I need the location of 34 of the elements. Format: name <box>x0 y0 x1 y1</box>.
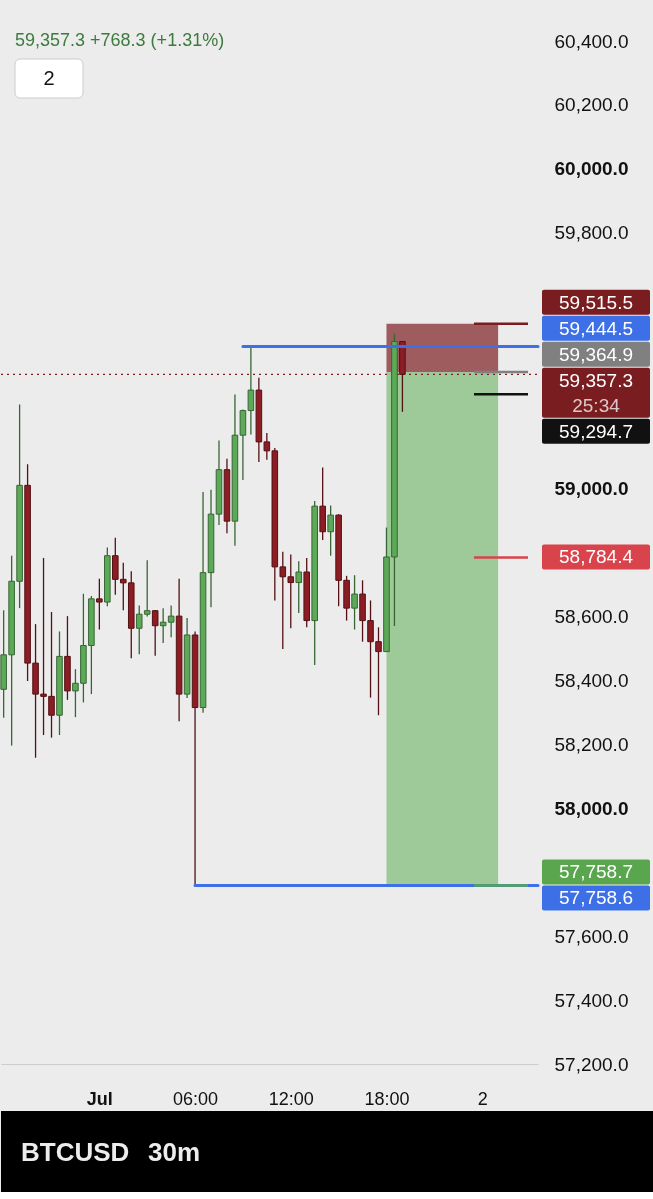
y-tick-label: 57,400.0 <box>554 989 629 1011</box>
annotation: 2 <box>43 67 55 89</box>
y-tick-label: 57,200.0 <box>554 1053 629 1075</box>
ref-line-label: 59,364.9 <box>559 343 633 365</box>
x-tick-label: 06:00 <box>173 1088 219 1109</box>
y-tick-label: 58,000.0 <box>554 797 629 819</box>
y-tick-label: 58,200.0 <box>554 733 629 755</box>
candlestick <box>295 560 303 614</box>
x-tick-label: 12:00 <box>268 1088 314 1109</box>
text: 30m <box>148 1137 201 1167</box>
y-tick-label: 60,200.0 <box>554 94 629 116</box>
y-tick-label: 59,800.0 <box>554 222 629 244</box>
ref-line-label: 58,784.4 <box>559 546 634 568</box>
data-label: 57,758.6 <box>559 887 633 909</box>
chart-subtitle: 59,357.3 +768.3 (+1.31%) <box>15 30 225 50</box>
candlestick <box>96 578 103 631</box>
x-tick-label: Jul <box>86 1088 113 1109</box>
y-tick-label: 58,600.0 <box>554 605 629 627</box>
text: BTCUSD <box>21 1137 130 1167</box>
candlestick <box>327 504 334 557</box>
y-tick-label: 59,000.0 <box>554 478 629 500</box>
data-label: 59,444.5 <box>559 317 633 339</box>
ref-line-label: 59,515.5 <box>559 291 633 313</box>
x-tick-label: 18:00 <box>364 1088 410 1109</box>
y-tick-label: 57,600.0 <box>554 925 629 947</box>
ref-line-label: 59,357.3 25:34 <box>559 369 633 416</box>
candlestick <box>151 609 159 657</box>
y-tick-label: 60,400.0 <box>554 30 629 52</box>
x-tick-label: 2 <box>477 1088 488 1109</box>
y-tick-label: 60,000.0 <box>554 158 629 180</box>
ref-line-label: 57,758.7 <box>559 861 633 883</box>
ref-line-label: 59,294.7 <box>559 420 633 442</box>
candlestick <box>351 574 358 631</box>
y-tick-label: 58,400.0 <box>554 669 629 691</box>
